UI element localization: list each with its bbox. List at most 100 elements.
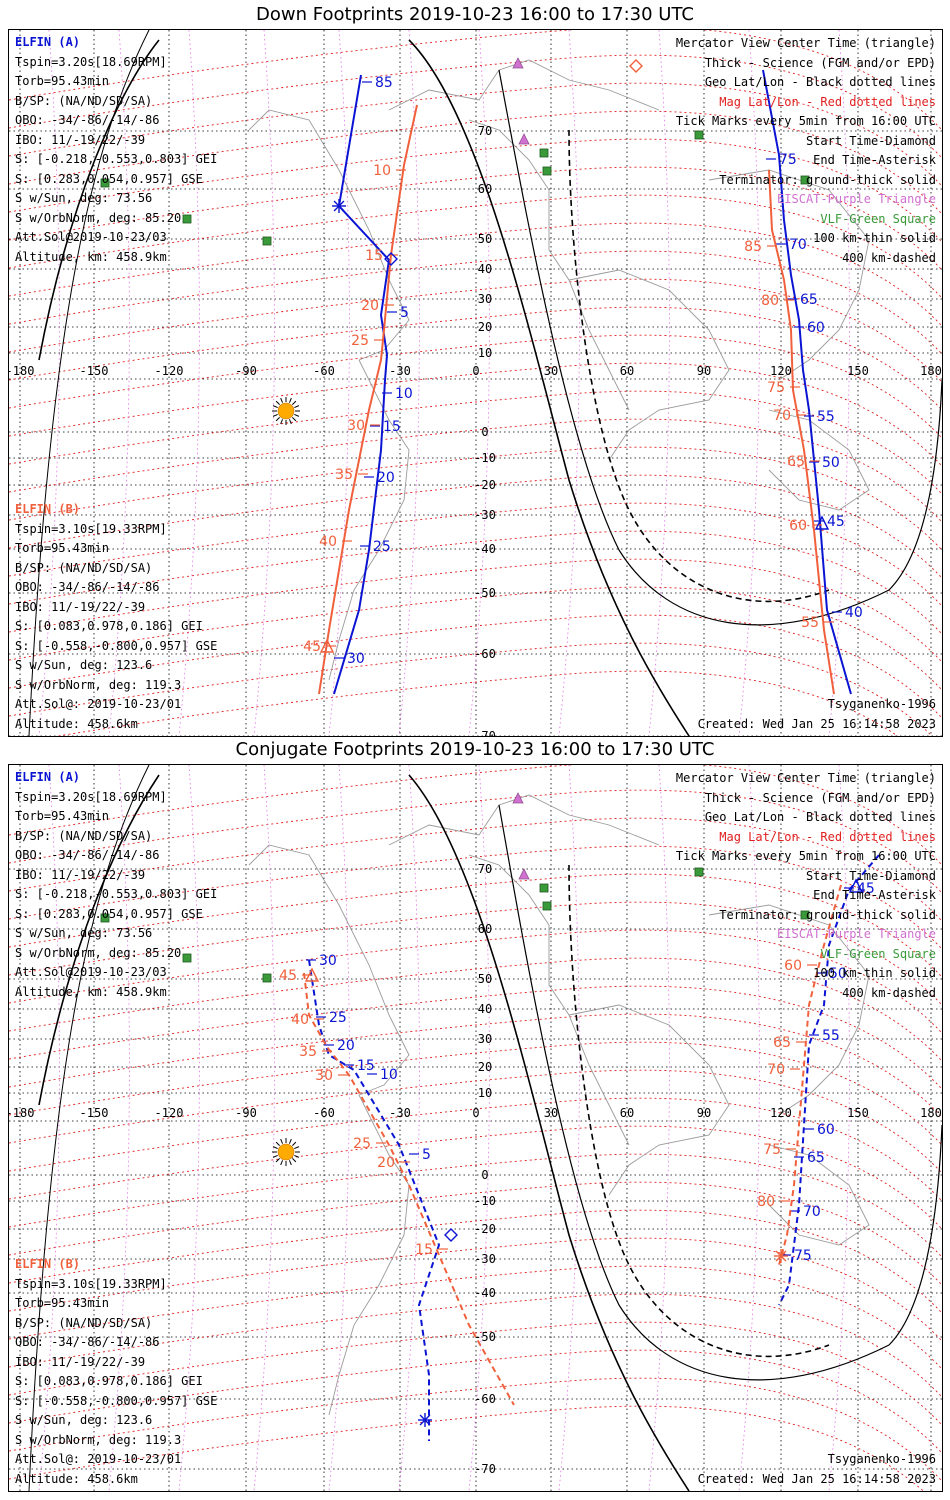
coastline (248, 109, 410, 361)
track-time-label: 30 (315, 1068, 333, 1084)
elfin-a-bsp: B/SP: (NA/ND/SD/SA) (15, 828, 153, 843)
lon-tick-label: 90 (697, 1106, 711, 1120)
sun-ray (275, 1141, 280, 1146)
elfin-a-label: ELFIN (A) (15, 770, 81, 784)
track-time-label: 75 (767, 380, 785, 396)
lon-tick-label: 90 (697, 364, 711, 378)
sun-ray (288, 1138, 292, 1144)
elfin-a-torb: Torb=95.43min (15, 74, 109, 88)
lon-tick-label: -60 (313, 1106, 335, 1120)
lat-tick-label: 60 (478, 922, 492, 936)
created-timestamp: Created: Wed Jan 25 16:14:58 2023 (697, 1471, 936, 1486)
view-center-triangle (319, 638, 335, 653)
track-time-label: 60 (789, 518, 807, 534)
sun-ray (272, 405, 278, 409)
terminator-400km-line (568, 129, 830, 603)
lon-tick-label: 60 (620, 1106, 634, 1120)
coastline (468, 119, 630, 411)
coastline (328, 359, 410, 681)
track-time-label: 50 (822, 455, 840, 471)
track-time-label: 30 (319, 953, 337, 969)
elfin-b-track-east (778, 884, 842, 1266)
elfin-b-s-gse: S: [-0.558,-0.800,0.957] GSE (15, 638, 218, 653)
track-time-label: 75 (779, 152, 797, 168)
sun-ray (280, 419, 284, 425)
coastline (768, 1144, 870, 1246)
lon-tick-label: -90 (235, 1106, 257, 1120)
track-time-label: 75 (763, 1142, 781, 1158)
track-time-label: 15 (383, 419, 401, 435)
conjugate-footprints-title: Conjugate Footprints 2019-10-23 16:00 to… (235, 739, 715, 760)
lat-tick-label: 70 (478, 862, 492, 876)
sun-ray (275, 417, 280, 422)
track-time-label: 45 (827, 514, 845, 530)
elfin-a-s-orbnorm: S w/OrbNorm, deg: 85.20 (15, 945, 182, 960)
mag-lon-line (648, 30, 670, 736)
elfin-b-altitude: Altitude: 458.6km (15, 716, 138, 731)
track-time-label: 50 (829, 966, 847, 982)
lat-tick-label: -30 (474, 1252, 496, 1266)
lon-tick-label: 60 (620, 364, 634, 378)
track-time-label: 30 (347, 651, 365, 667)
elfin-a-obo: OBO: -34/-86/-14/-86 (15, 848, 160, 862)
elfin-a-label: ELFIN (A) (15, 35, 81, 49)
track-time-label: 45 (857, 881, 875, 897)
track-time-label: 70 (803, 1204, 821, 1220)
track-time-label: 5 (400, 305, 409, 321)
legend-tick-marks: Tick Marks every 5min from 16:00 UTC (675, 849, 936, 863)
lat-tick-label: 50 (478, 972, 492, 986)
sun-icon (277, 1143, 295, 1161)
elfin-a-s-gse: S: [0.283,0.054,0.957] GSE (15, 171, 203, 186)
coastline (768, 409, 870, 511)
track-time-label: 40 (319, 534, 337, 550)
track-time-label: 65 (807, 1150, 825, 1166)
down-map-svg: -180-150-120-90-60-300306090120150180706… (9, 30, 942, 736)
elfin-b-s-orbnorm: S w/OrbNorm, deg: 119.3 (15, 677, 182, 692)
track-time-label: 20 (337, 1038, 355, 1054)
track-time-label: 70 (789, 237, 807, 253)
mag-lon-line (398, 765, 420, 1491)
terminator-ground-line (408, 39, 690, 736)
elfin-a-attsol: Att.Sol@2019-10-23/03 (15, 965, 167, 979)
elfin-a-s-gei: S: [-0.218,-0.553,0.803] GEI (15, 887, 218, 901)
mag-lon-line (328, 765, 350, 1491)
sun-ray (280, 1138, 284, 1144)
elfin-b-s-gei: S: [0.083,0.978,0.186] GEI (15, 1374, 203, 1388)
lon-tick-label: 150 (847, 364, 869, 378)
end-time-asterisk (419, 1414, 431, 1426)
track-time-label: 65 (800, 292, 818, 308)
mag-lon-line (648, 765, 670, 1491)
end-time-asterisk (775, 1250, 787, 1262)
coastline (708, 169, 870, 381)
lon-tick-label: -150 (80, 364, 109, 378)
end-time-asterisk (333, 200, 345, 212)
elfin-b-track-west (303, 972, 515, 1406)
track-time-label: 35 (299, 1044, 317, 1060)
track-time-label: 55 (822, 1028, 840, 1044)
lon-tick-label: -60 (313, 364, 335, 378)
mag-lat-line (9, 1013, 942, 1118)
mag-lon-line (468, 30, 490, 736)
sun-ray (292, 1141, 297, 1146)
mag-lon-line (108, 30, 130, 736)
track-time-label: 20 (377, 470, 395, 486)
lon-tick-label: -30 (389, 1106, 411, 1120)
lon-tick-label: 120 (770, 364, 792, 378)
sun-ray (288, 397, 292, 403)
mag-lon-line (738, 30, 760, 736)
vlf-square (694, 130, 704, 140)
map-footer: Tsyganenko-1996 Created: Wed Jan 25 16:1… (698, 695, 936, 734)
sun-ray (272, 413, 278, 417)
map-legend: Mercator View Center Time (triangle) Thi… (676, 769, 936, 1003)
legend-end-time: End Time-Asterisk (813, 153, 936, 167)
legend-400km: 400 km-dashed (842, 985, 936, 1000)
vlf-square (100, 178, 110, 188)
track-time-label: 15 (357, 1058, 375, 1074)
lat-tick-label: 60 (478, 182, 492, 196)
lon-tick-label: -180 (9, 364, 34, 378)
elfin-a-info: ELFIN (A) Tspin=3.20s[18.69RPM] Torb=95.… (15, 768, 217, 1002)
sun-ray (272, 1146, 278, 1150)
coastline (708, 904, 870, 1116)
elfin-b-torb: Torb=95.43min (15, 1296, 109, 1310)
elfin-b-obo: OBO: -34/-86/-14/-86 (15, 580, 160, 594)
